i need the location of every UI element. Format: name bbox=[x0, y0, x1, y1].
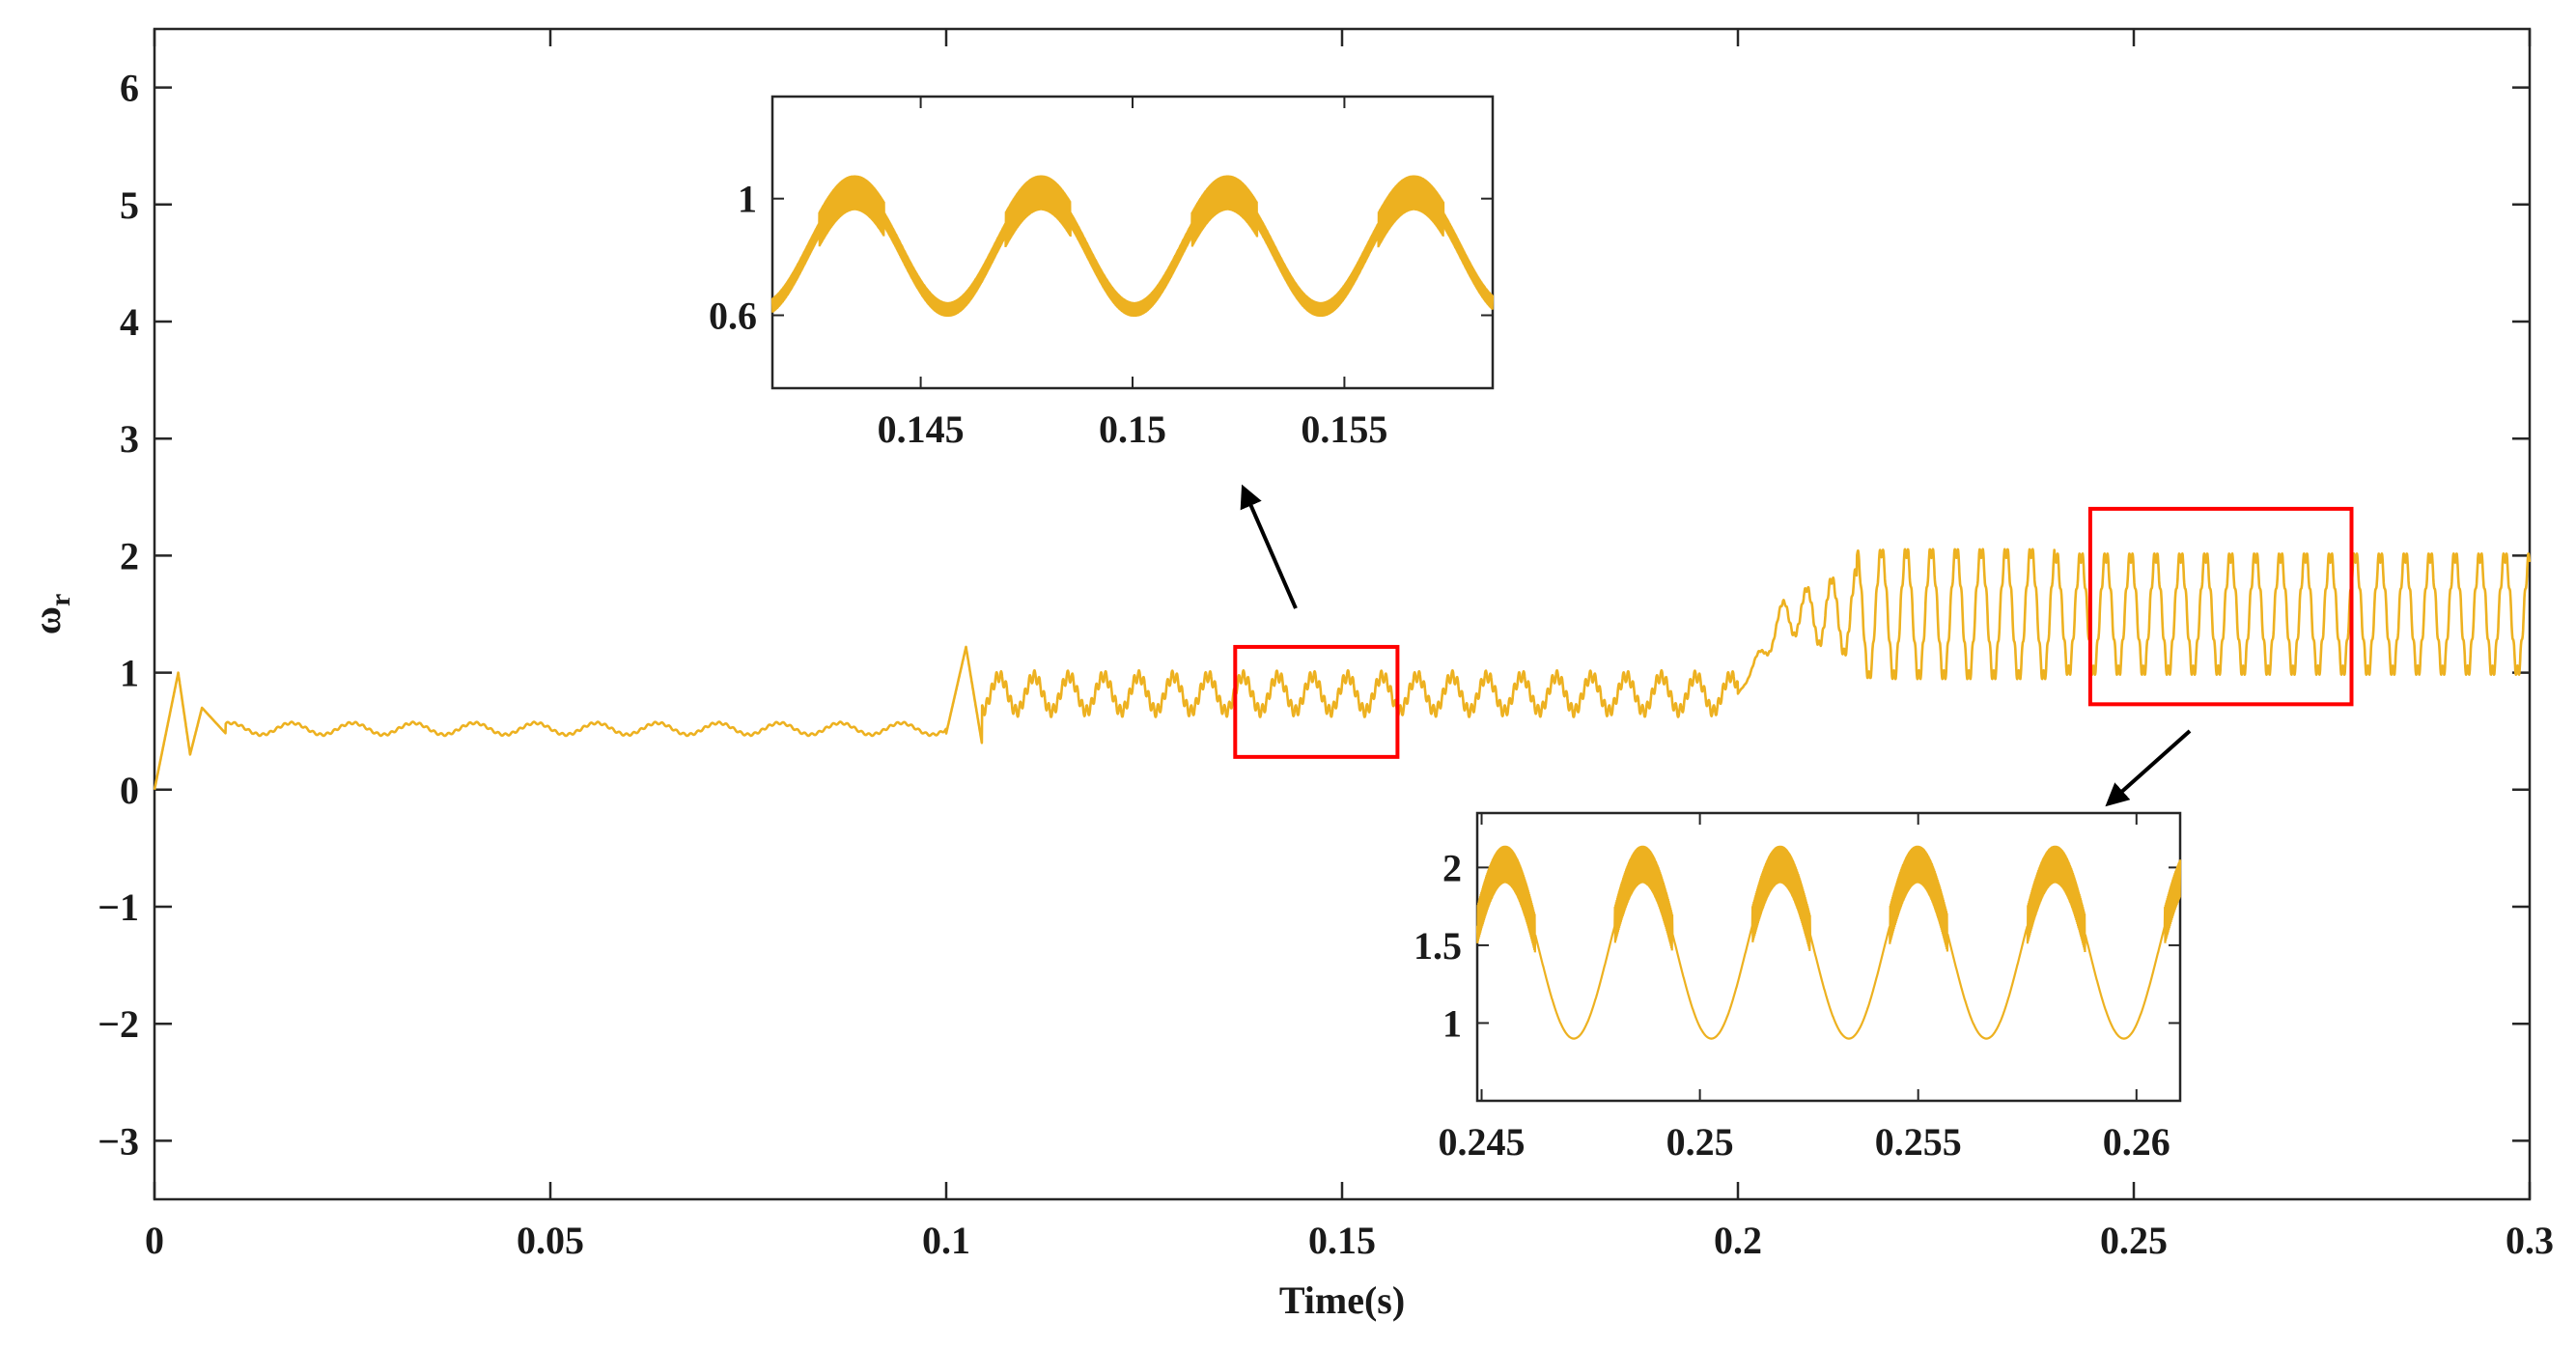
x-tick-label: 0.1 bbox=[922, 1219, 970, 1262]
zoom-box-2 bbox=[2087, 506, 2354, 707]
inset-x-tick-label: 0.25 bbox=[1666, 1120, 1734, 1164]
inset-2-series-line bbox=[1475, 845, 2182, 1040]
inset-x-tick-label: 0.26 bbox=[2103, 1120, 2170, 1164]
x-tick-label: 0.25 bbox=[2100, 1219, 2168, 1262]
inset-2-area bbox=[1475, 811, 2182, 1103]
main-series-line bbox=[153, 548, 2532, 791]
inset-y-tick-label: 1 bbox=[738, 178, 757, 221]
inset-1: 0.145 0.15 0.155 0.6 1 bbox=[709, 95, 1495, 451]
inset-2: 0.245 0.25 0.255 0.26 1 1.5 2 bbox=[1414, 811, 2182, 1164]
x-tick-label: 0 bbox=[145, 1219, 164, 1262]
inset-x-tick-label: 0.155 bbox=[1301, 407, 1387, 451]
inset-1-series-line bbox=[770, 175, 1495, 318]
y-tick-label: 6 bbox=[120, 67, 139, 110]
inset-1-area bbox=[770, 95, 1495, 390]
x-axis-label: Time(s) bbox=[1279, 1278, 1405, 1322]
x-tick-label: 0.2 bbox=[1714, 1219, 1762, 1262]
arrow-to-inset-2 bbox=[2105, 729, 2192, 807]
inset-1-ticks: 0.145 0.15 0.155 0.6 1 bbox=[709, 97, 1493, 451]
y-tick-label: 5 bbox=[120, 183, 139, 227]
x-tick-label: 0.3 bbox=[2506, 1219, 2554, 1262]
x-tick-label: 0.15 bbox=[1308, 1219, 1376, 1262]
y-tick-label: −1 bbox=[98, 885, 139, 929]
inset-x-tick-label: 0.145 bbox=[878, 407, 965, 451]
inset-x-tick-label: 0.255 bbox=[1875, 1120, 1962, 1164]
y-axis-label: ωr bbox=[25, 594, 76, 635]
y-axis-label-main: ωr bbox=[25, 594, 76, 635]
inset-y-tick-label: 1 bbox=[1442, 1001, 1462, 1045]
arrows bbox=[1240, 484, 2192, 807]
x-tick-label: 0.05 bbox=[517, 1219, 584, 1262]
zoom-box-1 bbox=[1233, 644, 1400, 759]
inset-x-tick-label: 0.245 bbox=[1439, 1120, 1526, 1164]
y-tick-label: 3 bbox=[120, 417, 139, 461]
y-tick-label: 0 bbox=[120, 769, 139, 812]
main-ticks: 0 0.05 0.1 0.15 0.2 0.25 0.3 −3 −2 −1 0 1 2 3 4 5 6 bbox=[98, 29, 2554, 1262]
inset-2-ticks: 0.245 0.25 0.255 0.26 1 1.5 2 bbox=[1414, 813, 2180, 1164]
y-tick-label: 2 bbox=[120, 534, 139, 577]
inset-x-tick-label: 0.15 bbox=[1099, 407, 1166, 451]
inset-y-tick-label: 0.6 bbox=[709, 295, 757, 338]
inset-y-tick-label: 1.5 bbox=[1414, 924, 1462, 968]
y-tick-label: 4 bbox=[120, 300, 139, 344]
arrow-to-inset-1 bbox=[1240, 484, 1298, 609]
y-tick-label: −3 bbox=[98, 1119, 139, 1163]
inset-y-tick-label: 2 bbox=[1442, 846, 1462, 889]
y-tick-label: −2 bbox=[98, 1002, 139, 1046]
y-tick-label: 1 bbox=[120, 652, 139, 695]
